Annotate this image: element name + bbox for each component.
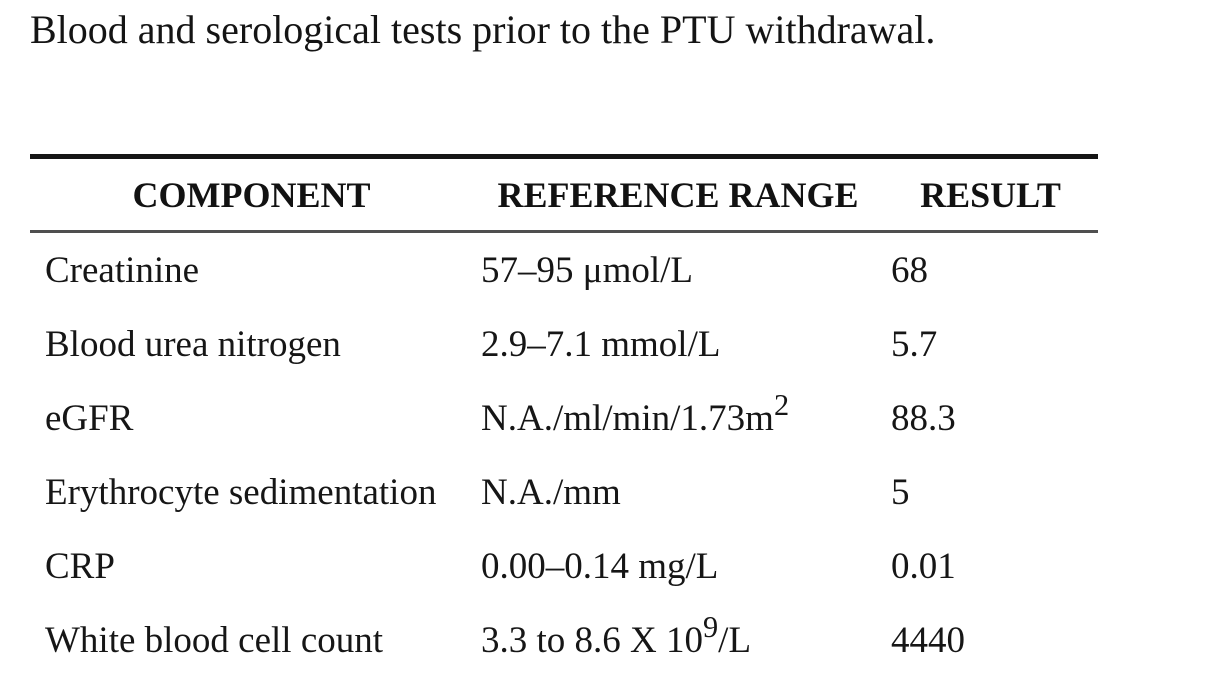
reference-range-text: 2.9–7.1 mmol/L	[481, 323, 721, 365]
reference-range-superscript: 9	[703, 609, 719, 644]
reference-range-tail: /L	[718, 619, 752, 661]
component-cell: eGFR	[45, 397, 134, 439]
component-cell: Blood urea nitrogen	[45, 323, 341, 365]
component-cell: White blood cell count	[45, 619, 384, 661]
column-header-reference-range: REFERENCE RANGE	[473, 156, 883, 233]
component-cell: Creatinine	[45, 249, 200, 291]
result-cell: 0.01	[891, 545, 956, 587]
result-cell: 68	[891, 249, 928, 291]
reference-range-text: N.A./ml/min/1.73m	[481, 397, 774, 439]
reference-range-cell: 2.9–7.1 mmol/L	[473, 307, 883, 381]
reference-range-cell: N.A./mm	[473, 455, 883, 529]
table-row: Creatinine 57–95 μmol/L 68	[30, 232, 1098, 308]
table-header-row: COMPONENT REFERENCE RANGE RESULT	[30, 156, 1098, 233]
reference-range-text: N.A./mm	[481, 471, 621, 513]
table-row: Blood urea nitrogen 2.9–7.1 mmol/L 5.7	[30, 307, 1098, 381]
reference-range-cell: N.A./ml/min/1.73m2	[473, 381, 883, 455]
reference-range-cell: 3.3 to 8.6 X 109/L	[473, 603, 883, 677]
result-cell: 5.7	[891, 323, 938, 365]
component-cell: Erythrocyte sedimentation	[45, 471, 437, 513]
tests-table: COMPONENT REFERENCE RANGE RESULT Creatin…	[30, 154, 1098, 677]
table-row: Erythrocyte sedimentation N.A./mm 5	[30, 455, 1098, 529]
column-header-result: RESULT	[883, 156, 1098, 233]
reference-range-text: 0.00–0.14 mg/L	[481, 545, 719, 587]
reference-range-cell: 0.00–0.14 mg/L	[473, 529, 883, 603]
component-cell: CRP	[45, 545, 115, 587]
result-cell: 5	[891, 471, 910, 513]
reference-range-text: 3.3 to 8.6 X 10	[481, 619, 703, 661]
column-header-component: COMPONENT	[30, 156, 473, 233]
table-row: eGFR N.A./ml/min/1.73m2 88.3	[30, 381, 1098, 455]
table-caption: Blood and serological tests prior to the…	[30, 7, 936, 52]
result-cell: 4440	[891, 619, 965, 661]
reference-range-superscript: 2	[773, 387, 790, 422]
table-row: White blood cell count 3.3 to 8.6 X 109/…	[30, 603, 1098, 677]
table-row: CRP 0.00–0.14 mg/L 0.01	[30, 529, 1098, 603]
reference-range-text: 57–95 μmol/L	[481, 249, 694, 291]
result-cell: 88.3	[891, 397, 956, 439]
reference-range-cell: 57–95 μmol/L	[473, 232, 883, 308]
